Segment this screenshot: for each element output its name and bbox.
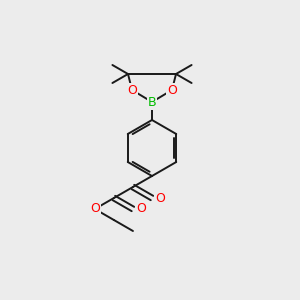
Text: O: O [136,202,146,215]
Text: O: O [167,83,177,97]
Text: O: O [90,202,100,215]
Text: O: O [127,83,137,97]
Text: B: B [148,95,156,109]
Text: O: O [155,191,165,205]
